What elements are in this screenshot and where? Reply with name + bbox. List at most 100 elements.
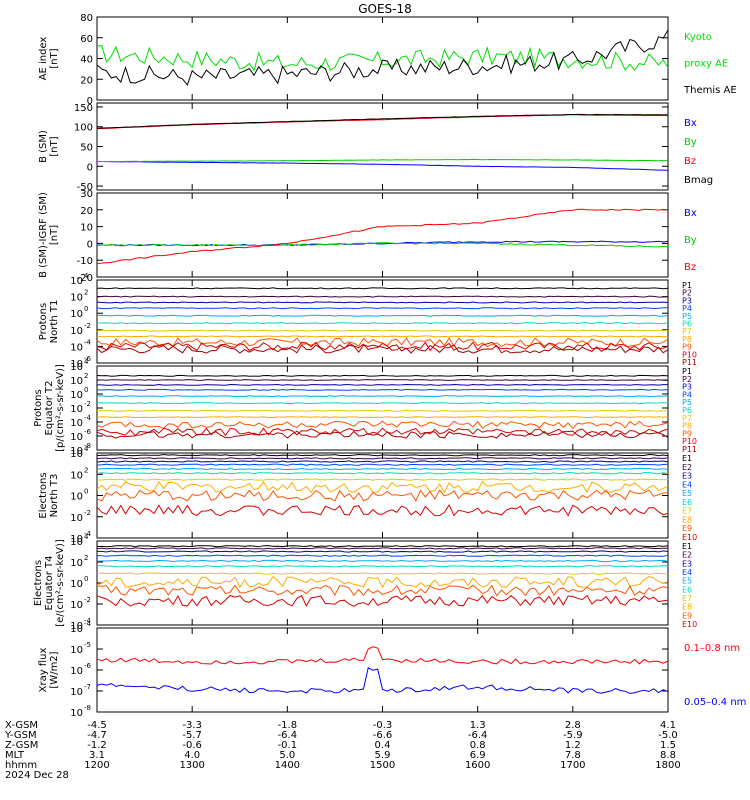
orbit-value: 1600	[465, 760, 490, 771]
y-tick-label: 0	[87, 96, 93, 107]
series-line	[96, 420, 669, 430]
y-axis-label: North T3	[49, 474, 60, 518]
orbit-value: 1300	[179, 760, 204, 771]
legend-label: P4	[682, 390, 692, 399]
orbit-value: -4.5	[87, 720, 107, 731]
y-tick-label: 10	[70, 362, 83, 373]
legend-label: P4	[682, 304, 692, 313]
legend-label: Themis AE	[683, 85, 737, 96]
legend-label: Bmag	[684, 175, 713, 186]
series-line	[96, 301, 669, 304]
legend-label: P9	[682, 429, 692, 438]
legend-label: P7	[682, 414, 692, 423]
legend-label: E4	[682, 568, 692, 577]
series-line	[97, 478, 669, 481]
y-tick-label: 10	[70, 390, 83, 401]
y-axis-label: Protons	[38, 303, 49, 340]
legend-label: E8	[682, 603, 692, 612]
y-axis-label: Electrons	[33, 560, 44, 606]
legend-label: P2	[682, 289, 692, 298]
legend-label: P10	[682, 350, 697, 359]
series-line	[96, 545, 669, 548]
legend-label: P8	[682, 422, 692, 431]
series-line	[96, 242, 669, 248]
series-line	[96, 335, 669, 338]
series-line	[96, 337, 669, 348]
legend-label: P8	[682, 335, 692, 344]
y-tick-label: 20	[80, 206, 93, 217]
y-tick-exponent: -5	[84, 641, 91, 649]
series-line	[96, 472, 669, 475]
series-line	[96, 388, 669, 391]
y-tick-label: 10	[70, 708, 83, 719]
legend-label: E5	[682, 577, 692, 586]
y-axis-label: Equator T2	[44, 381, 55, 436]
y-axis-label: North T1	[49, 300, 60, 344]
y-tick-exponent: 4	[84, 533, 89, 541]
y-tick-label: 10	[70, 449, 83, 460]
y-tick-label: 10	[70, 621, 83, 632]
legend-label: E7	[682, 594, 692, 603]
y-tick-label: 150	[74, 103, 93, 114]
series-line	[96, 427, 669, 437]
y-tick-label: 10	[70, 579, 83, 590]
legend-label: P5	[682, 312, 692, 321]
y-tick-exponent: 0	[84, 305, 88, 313]
series-line	[96, 341, 669, 352]
series-line	[96, 161, 669, 171]
series-line	[96, 480, 669, 494]
y-tick-label: 10	[70, 309, 83, 320]
series-line	[96, 460, 669, 463]
legend-label: By	[684, 137, 697, 148]
y-tick-label: 0	[87, 239, 93, 250]
y-tick-label: 10	[70, 376, 83, 387]
series-line	[96, 314, 669, 317]
y-tick-label: 20	[80, 75, 93, 86]
y-tick-exponent: 4	[84, 445, 89, 453]
series-line	[96, 287, 669, 290]
orbit-row-label: hhmm	[5, 760, 37, 771]
orbit-value: 0.4	[375, 740, 391, 751]
legend-label: E10	[682, 533, 697, 542]
orbit-value: 1800	[655, 760, 680, 771]
orbit-value: 5.0	[279, 750, 295, 761]
y-tick-exponent: -8	[84, 704, 91, 712]
legend-label: E1	[682, 454, 692, 463]
y-tick-exponent: -6	[84, 428, 92, 436]
y-tick-label: 10	[70, 446, 83, 457]
y-tick-label: 10	[70, 470, 83, 481]
y-tick-label: 10	[70, 534, 83, 545]
y-tick-exponent: -4	[84, 414, 92, 422]
orbit-value: -6.4	[278, 730, 298, 741]
legend-label: E9	[682, 524, 692, 533]
orbit-value: 1.2	[565, 740, 581, 751]
y-axis-label: B (SM)	[38, 130, 49, 163]
legend-label: E9	[682, 611, 692, 620]
y-tick-label: 10	[70, 359, 83, 370]
panel-frame	[96, 627, 669, 713]
y-tick-label: 30	[80, 189, 93, 200]
orbit-value: -6.6	[373, 730, 393, 741]
series-line	[96, 322, 669, 325]
y-axis-label: [nT]	[49, 136, 60, 156]
series-line	[96, 667, 669, 694]
legend-label: P3	[682, 296, 692, 305]
y-axis-label: Equator T4	[44, 556, 55, 611]
orbit-value: -0.6	[182, 740, 202, 751]
panel-frame	[96, 279, 669, 364]
y-tick-label: 10	[70, 537, 83, 548]
series-line	[96, 453, 669, 457]
orbit-value: -6.4	[468, 730, 488, 741]
plot-date: 2024 Dec 28	[5, 770, 69, 781]
series-line	[96, 416, 669, 419]
y-tick-exponent: 2	[84, 372, 88, 380]
panel-frame	[96, 192, 669, 278]
orbit-value: 1500	[370, 760, 395, 771]
y-tick-label: 10	[70, 666, 83, 677]
y-tick-label: 10	[70, 293, 83, 304]
orbit-value: -1.2	[87, 740, 107, 751]
series-line	[96, 489, 669, 502]
